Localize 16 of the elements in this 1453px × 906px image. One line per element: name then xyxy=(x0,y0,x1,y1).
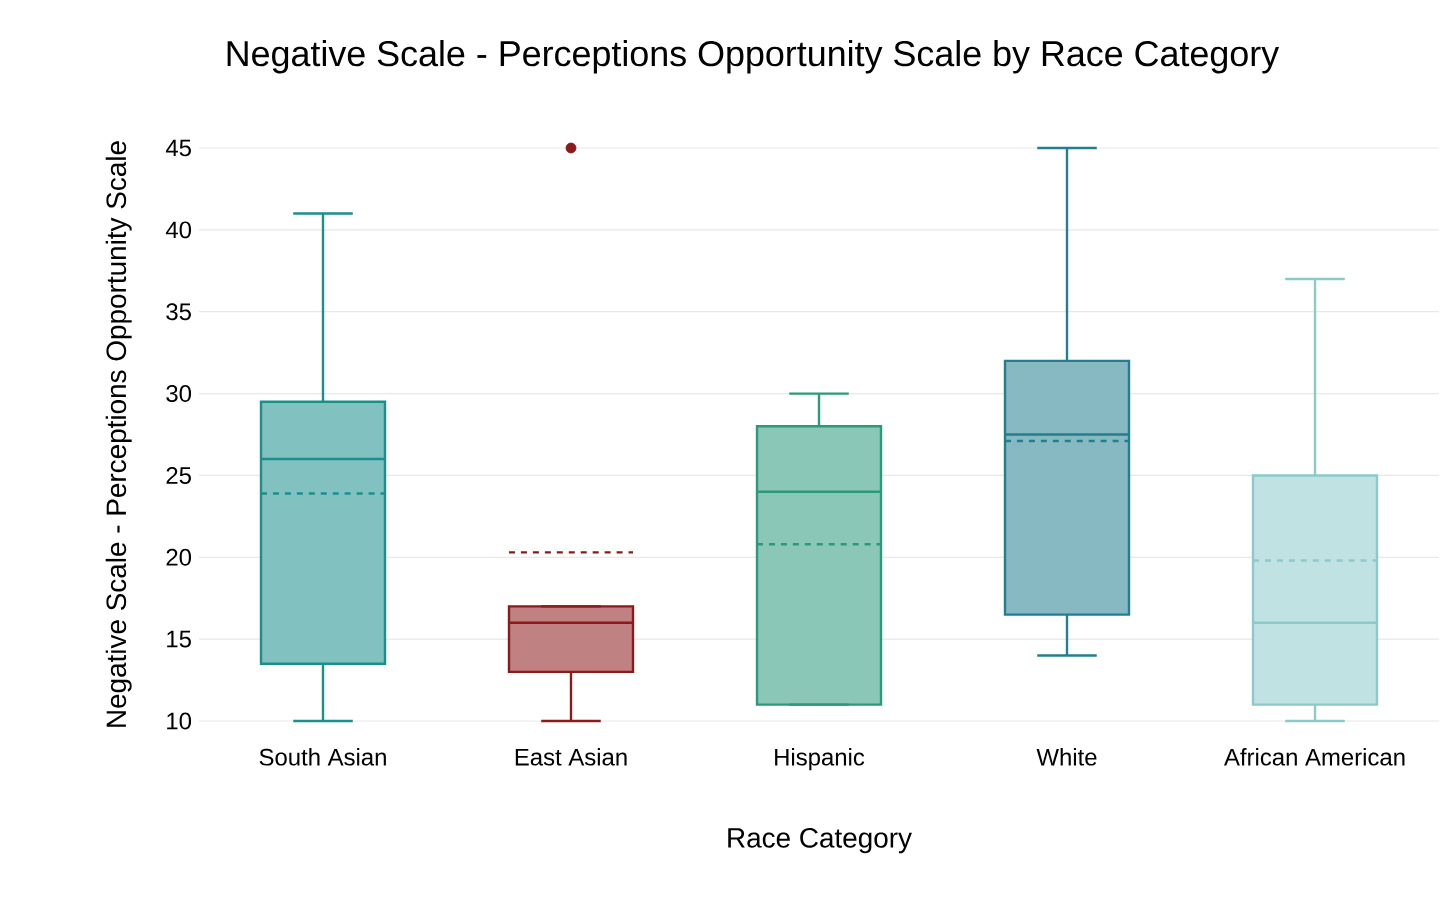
chart-title: Negative Scale - Perceptions Opportunity Scale by Race Category xyxy=(227,40,1280,74)
x-tick-label: East Asian xyxy=(515,748,627,766)
y-tick-label: 35 xyxy=(166,303,191,321)
y-tick-label: 45 xyxy=(165,139,191,157)
y-tick-label: 15 xyxy=(167,630,191,648)
y-axis-title: Negative Scale - Perceptions Opportunity Scale xyxy=(105,141,132,727)
x-axis-title: Race Category xyxy=(728,828,912,854)
y-tick-label: 10 xyxy=(167,712,192,730)
y-tick-label: 30 xyxy=(166,385,192,403)
x-tick-label: African American xyxy=(1224,748,1405,766)
x-tick-label: White xyxy=(1036,748,1097,766)
y-tick-label: 25 xyxy=(166,466,191,484)
x-tick-label: Hispanic xyxy=(775,748,865,771)
y-tick-label: 40 xyxy=(165,221,192,239)
y-tick-label: 20 xyxy=(166,548,192,566)
x-tick-label: South Asian xyxy=(259,748,386,766)
